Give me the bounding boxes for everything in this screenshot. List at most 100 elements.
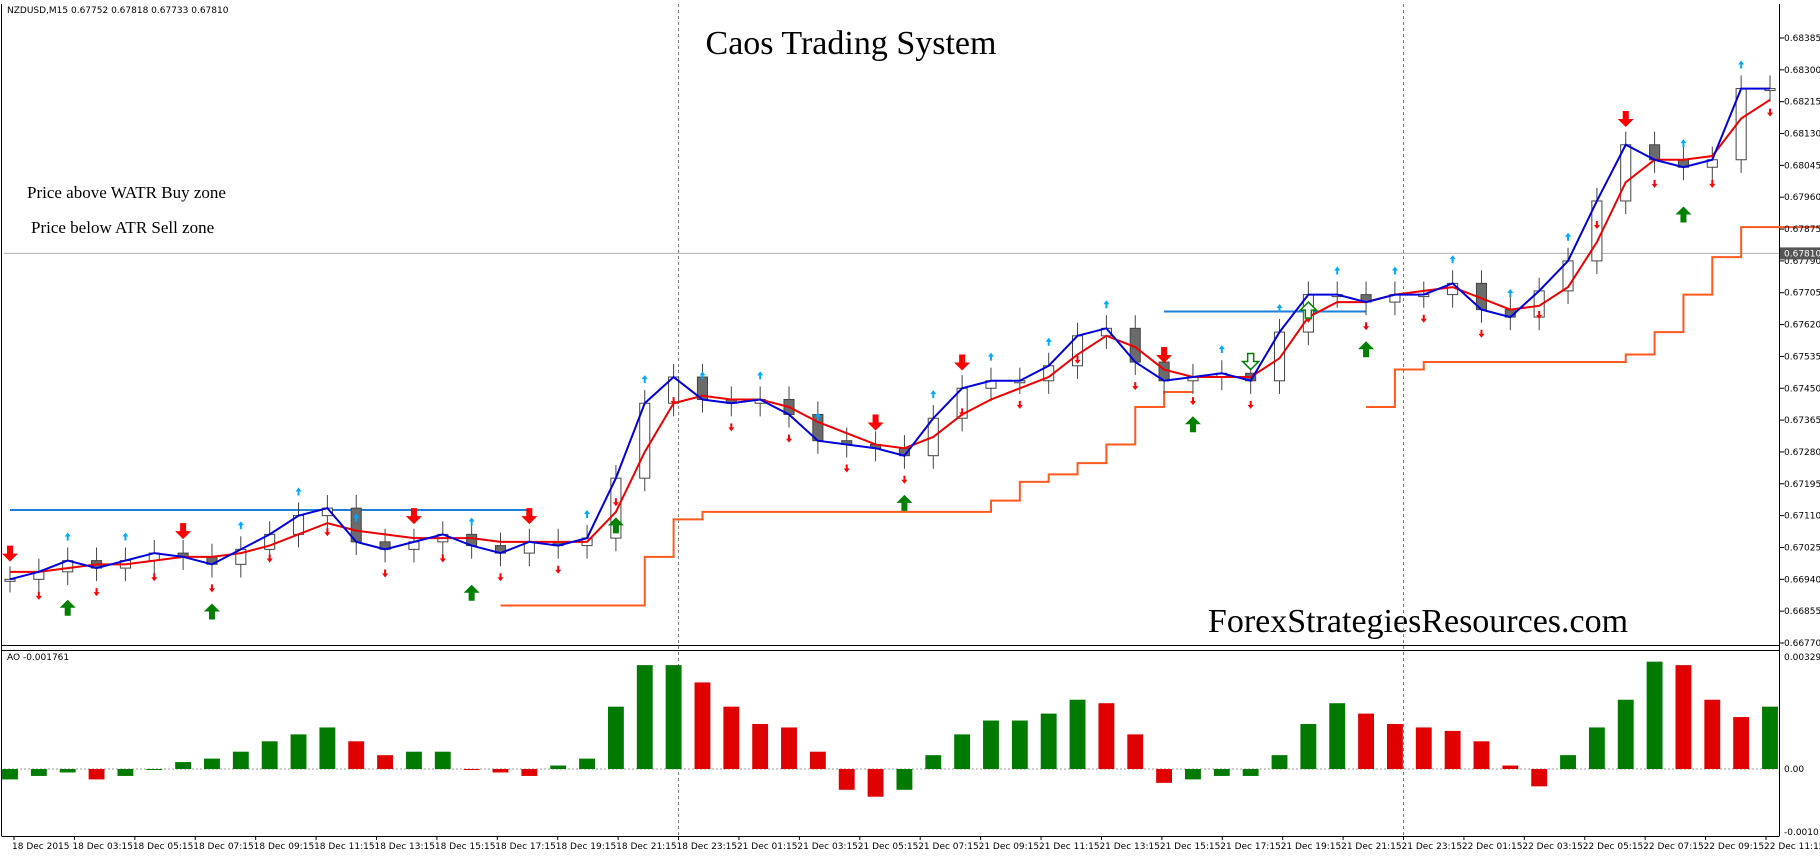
price-tick-label: 0.66855: [1784, 607, 1820, 617]
fractal-down-arrow: [1247, 400, 1254, 409]
fractal-up-arrow: [987, 352, 994, 361]
ao-bar: [809, 751, 826, 770]
candle-body: [4, 578, 16, 582]
fractal-down-arrow: [266, 554, 273, 563]
ao-bar: [1358, 713, 1374, 770]
fractal-up-arrow: [295, 487, 302, 496]
fractal-down-arrow: [1478, 329, 1485, 338]
time-tick-label: 21 Dec 13:15: [1099, 842, 1160, 852]
fractal-down-arrow: [208, 584, 215, 593]
fractal-down-arrow: [612, 498, 619, 507]
fractal-up-arrow: [641, 375, 648, 384]
time-tick-label: 18 Dec 13:15: [374, 842, 435, 852]
ao-bar: [146, 769, 163, 771]
current-price-box: [1780, 247, 1820, 260]
time-tick-label: 21 Dec 07:15: [918, 842, 979, 852]
ao-bar: [88, 769, 105, 780]
ao-bar: [1213, 769, 1230, 776]
ao-bar: [665, 665, 682, 770]
buy-signal-arrow: [1358, 341, 1375, 358]
ao-bar: [1329, 703, 1346, 770]
grid-layer: [4, 4, 1779, 836]
fractal-down-arrow: [1363, 322, 1370, 331]
fractal-down-arrow: [151, 573, 158, 582]
fractal-up-arrow: [814, 412, 821, 421]
time-tick-label: 22 Dec 01:15: [1462, 842, 1523, 852]
sell-signal-arrow: [175, 523, 192, 540]
time-tick-label: 22 Dec 07:15: [1643, 842, 1704, 852]
price-tick-label: 0.67195: [1784, 480, 1820, 490]
fractal-up-arrow: [930, 390, 937, 399]
axes-layer: 0.68385 0.68300 0.68215 0.68130 0.68045 0.679…: [12, 34, 1820, 852]
indicator-header: AO -0.001761: [7, 653, 69, 663]
ao-bar: [1011, 720, 1028, 770]
price-tick-label: 0.68385: [1784, 34, 1820, 44]
ao-bar: [348, 741, 365, 770]
open-sell-signal-arrow: [1240, 352, 1261, 371]
price-tick-label: 0.68300: [1784, 66, 1820, 76]
buy-signal-arrow: [607, 517, 624, 534]
fractal-up-arrow: [237, 521, 244, 530]
sell-signal-arrow: [1156, 347, 1173, 364]
price-layer: [2, 60, 1820, 620]
fractal-down-arrow: [1536, 310, 1543, 319]
ao-tick-label: 0.003292: [1784, 653, 1820, 663]
chart-frame: [1, 4, 1780, 837]
symbol-header: NZDUSD,M15 0.67752 0.67818 0.67733 0.678…: [7, 6, 229, 16]
price-tick-label: 0.67110: [1784, 512, 1820, 522]
time-tick-label: 22 Dec 05:15: [1583, 842, 1644, 852]
ao-bar: [117, 769, 134, 776]
ao-tick-label: 0.00: [1784, 765, 1804, 775]
ao-bar: [1242, 769, 1259, 776]
ao-bar: [954, 734, 971, 770]
ao-bar: [1271, 755, 1288, 770]
ao-bar: [1473, 741, 1490, 770]
ao-bar: [261, 741, 278, 770]
open-buy-signal-arrow: [1298, 301, 1319, 319]
ao-bar: [434, 751, 451, 770]
ao-bar: [1098, 703, 1115, 770]
fractal-down-arrow: [1420, 314, 1427, 323]
fractal-up-arrow: [757, 371, 764, 380]
time-tick-label: 18 Dec 21:15: [616, 842, 677, 852]
fractal-down-arrow: [1074, 355, 1081, 364]
buy-signal-arrow: [1675, 206, 1692, 223]
time-tick-label: 18 Dec 2015: [12, 842, 70, 852]
fractal-down-arrow: [1016, 400, 1023, 409]
ao-bar: [1733, 717, 1750, 770]
ao-layer: [2, 661, 1778, 797]
buy-signal-arrow: [896, 494, 913, 511]
sell-signal-arrow: [867, 414, 884, 431]
price-tick-label: 0.67535: [1784, 352, 1820, 362]
ao-bar: [1185, 769, 1201, 780]
ao-bar: [59, 769, 76, 773]
ao-bar: [1704, 699, 1721, 770]
price-tick-label: 0.67790: [1784, 257, 1820, 267]
ao-bar: [896, 769, 913, 790]
fractal-down-arrow: [382, 569, 389, 578]
fractal-down-arrow: [786, 434, 793, 443]
ao-bar: [290, 734, 307, 770]
sell-signal-arrow: [521, 508, 538, 525]
fractal-up-arrow: [1680, 139, 1687, 148]
current-price-label: 0.67810: [1784, 249, 1820, 259]
ao-bar: [30, 769, 47, 776]
fractal-down-arrow: [1593, 221, 1600, 230]
time-tick-label: 21 Dec 23:15: [1402, 842, 1463, 852]
time-tick-label: 21 Dec 17:15: [1220, 842, 1281, 852]
fractal-up-arrow: [1738, 60, 1745, 69]
ao-bar: [1675, 665, 1692, 770]
atr-stop-line: [1366, 226, 1820, 408]
fractal-up-arrow: [353, 513, 360, 522]
time-tick-label: 18 Dec 17:15: [495, 842, 556, 852]
atr-stop-line: [500, 391, 1193, 607]
price-tick-label: 0.68215: [1784, 98, 1820, 108]
fractal-down-arrow: [901, 475, 908, 484]
fractal-up-arrow: [1045, 337, 1052, 346]
fractal-down-arrow: [497, 573, 504, 582]
time-tick-label: 18 Dec 23:15: [677, 842, 738, 852]
fractal-up-arrow: [1449, 255, 1456, 264]
price-tick-label: 0.67960: [1784, 193, 1820, 203]
ao-bar: [694, 682, 711, 770]
